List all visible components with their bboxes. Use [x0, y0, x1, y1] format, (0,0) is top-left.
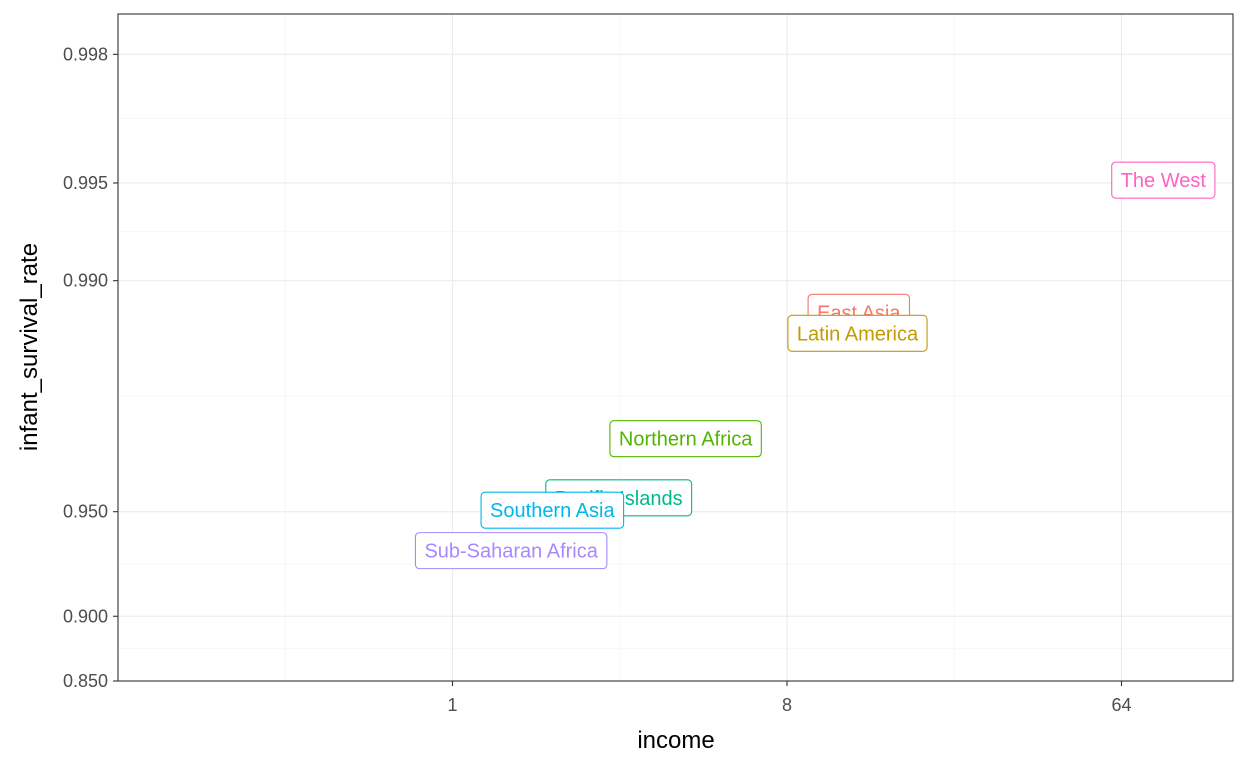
x-tick-label: 64	[1111, 695, 1131, 715]
point-label-text: Northern Africa	[619, 429, 753, 451]
x-tick-label: 1	[447, 695, 457, 715]
minor-gridlines	[118, 14, 1233, 681]
label-box	[414, 532, 608, 570]
point-label-text: The West	[1121, 170, 1207, 192]
plot-panel-border	[117, 13, 1234, 682]
point-label-text: Latin America	[797, 323, 919, 345]
data-point-label: Southern Asia	[480, 491, 625, 529]
label-box	[609, 420, 762, 458]
y-tick-label: 0.900	[63, 606, 108, 626]
x-tick-label: 8	[782, 695, 792, 715]
data-point-label: Sub-Saharan Africa	[414, 532, 608, 570]
data-point-label: The West	[1111, 161, 1216, 199]
y-tick-label: 0.950	[63, 502, 108, 522]
plot-panel-background	[118, 14, 1233, 681]
x-axis: 1 8 64	[447, 681, 1132, 715]
label-box	[1111, 161, 1216, 199]
data-point-label: Latin America	[787, 314, 928, 352]
data-point-label: Northern Africa	[609, 420, 762, 458]
y-axis-title: infant_survival_rate	[16, 243, 43, 451]
y-tick-label: 0.995	[63, 173, 108, 193]
y-tick-label: 0.990	[63, 271, 108, 291]
y-tick-label: 0.850	[63, 671, 108, 691]
label-box	[480, 491, 625, 529]
y-axis: 0.850 0.900 0.950 0.990 0.995 0.998	[63, 44, 118, 691]
point-label-text: Sub-Saharan Africa	[424, 541, 598, 563]
y-tick-label: 0.998	[63, 44, 108, 64]
label-box	[787, 314, 928, 352]
x-axis-title: income	[637, 727, 714, 754]
point-label-text: Southern Asia	[490, 500, 615, 522]
